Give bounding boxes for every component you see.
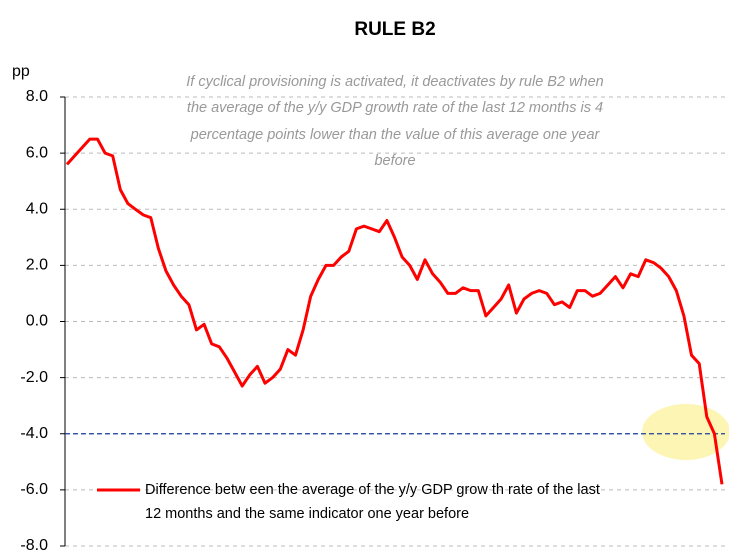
annotation: the average of the y/y GDP growth rate o… [187, 100, 603, 116]
y-tick-label: -8.0 [20, 537, 48, 554]
data-line [65, 137, 724, 485]
chart-title: RULE B2 [354, 19, 435, 40]
y-tick-label: 0.0 [26, 313, 48, 330]
annotation: percentage points lower than the value o… [190, 127, 601, 143]
y-tick-label: -4.0 [20, 425, 48, 442]
y-tick-label: -2.0 [20, 369, 48, 386]
annotation: before [374, 153, 415, 169]
y-tick-label: -6.0 [20, 481, 48, 498]
annotation: If cyclical provisioning is activated, i… [186, 74, 603, 90]
y-axis-label: pp [12, 63, 30, 80]
y-tick-label: 8.0 [26, 88, 48, 105]
y-tick-label: 2.0 [26, 257, 48, 274]
y-tick-label: 4.0 [26, 200, 48, 217]
y-tick-label: 6.0 [26, 144, 48, 161]
legend-label: Difference betw een the average of the y… [145, 482, 600, 522]
